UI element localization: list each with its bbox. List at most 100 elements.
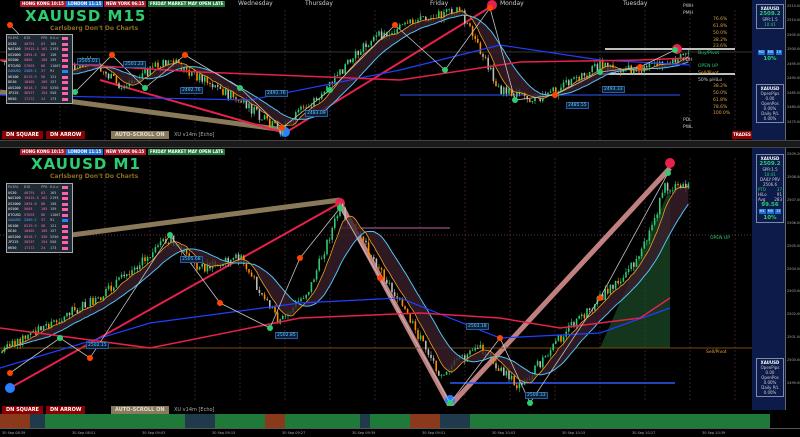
candle [635,258,638,267]
candle [336,215,339,219]
axis-tick: 2500.00 [787,47,800,52]
info-pct: 10% [763,215,777,221]
candle [380,268,383,270]
tf-m1-button[interactable]: M1 [757,50,766,55]
candle [341,69,344,74]
table-cell: 17172 [24,245,35,250]
table-row[interactable]: NAS100 19415.5 162 2193 [8,47,71,53]
hilo-value: 91 [776,192,782,197]
candle [211,84,214,88]
time-tick: 30 Sep 09:39 [352,431,376,435]
candle [256,107,258,110]
table-row[interactable]: DE40 18402 105 157 [8,229,71,235]
candle [94,297,97,305]
table-row[interactable]: UK100 8219.9 58 121 [8,224,71,230]
candle [508,370,510,380]
table-row[interactable]: HK50 17172 24 173 [8,97,71,103]
candle [622,277,625,282]
candle [542,357,544,368]
open-pips-label: OpenPips [760,91,780,96]
trades-button[interactable]: TRADES [732,131,752,139]
candle [115,75,118,84]
version-label: XU v14m [Echo] [174,407,215,413]
table-row[interactable]: US30 40791 63 165 [8,191,71,197]
dn-square-button[interactable]: DN SQUARE [2,406,43,414]
table-row[interactable]: US30 40791 63 165 [8,42,71,48]
table-row[interactable]: JP225 36537 154 550 [8,240,71,246]
tf-15-button[interactable]: 15 [775,50,783,55]
dn-arrow-button[interactable]: DN ARROW [46,406,86,414]
autoscroll-button[interactable]: AUTO-SCROLL ON [111,131,169,139]
session-london: LONDON 11:15 [66,1,104,7]
table-row[interactable]: XAUUSD 2509.2 37 91 [8,69,71,75]
time-tick: 30 Sep 09:15 [212,431,236,435]
candle [352,58,354,63]
candle [633,69,635,73]
candle [399,24,401,29]
status-swatch [62,42,68,46]
tf-15-button[interactable]: 15 [775,209,782,214]
table-row[interactable]: AUS200 8018.7 350 5250 [8,235,71,241]
candle [674,183,677,191]
histogram-bar [285,414,360,428]
candle [100,297,102,301]
daily-pl-label: Daily P/L [761,385,779,390]
m1-chart[interactable]: HONG KONG 10:15 LONDON 11:15 NEW YORK 06… [0,148,752,406]
axis-tick: 2502.00 [787,312,800,317]
swing-dot [7,22,13,28]
candle [362,43,365,52]
tf-m5-button[interactable]: M5 [766,50,774,55]
table-row[interactable]: BTCUSD 57693 86 11067 [8,213,71,219]
table-cell: 58 [41,74,46,79]
axis-tick: 2509.20 [787,152,800,156]
candle [594,64,596,66]
candle [214,85,216,88]
table-row[interactable]: AUS200 8018.7 350 5250 [8,86,71,92]
dn-square-button[interactable]: DN SQUARE [2,131,43,139]
candle [29,332,32,335]
swing-dot [665,170,671,176]
candle [375,35,378,37]
candle [172,60,175,65]
candle [601,61,604,69]
table-cell: 86 [41,63,46,68]
ma-fast-line [1,14,689,121]
candle [183,66,185,71]
dn-arrow-button[interactable]: DN ARROW [46,131,86,139]
time-axis[interactable]: 30 Sep 08:39 30 Sep 08:51 30 Sep 09:03 30 S… [0,428,800,437]
tf-m5-button[interactable]: M5 [766,209,774,214]
tf-m1-button[interactable]: M1 [758,209,766,214]
price-axis-m15[interactable]: 2515.00 2510.00 2505.00 2500.00 2495.00 2490.… [785,0,800,140]
table-row[interactable]: BTCUSD 57693 86 11067 [8,64,71,70]
table-row[interactable]: HK50 17172 24 173 [8,246,71,252]
table-row[interactable]: NAS100 19415.5 162 2193 [8,196,71,202]
candle [646,240,648,242]
table-row[interactable]: US2000 2094.8 88 158 [8,53,71,59]
table-row[interactable]: JP225 36537 154 550 [8,91,71,97]
table-row[interactable]: UK100 8219.9 58 121 [8,75,71,81]
fib-label: 61.8% [713,24,728,30]
table-row[interactable]: XAUUSD 2509.2 37 91 [8,218,71,224]
candle [474,348,476,351]
candle [235,254,237,259]
candle [477,38,479,43]
candle [217,85,219,87]
candle [503,367,505,376]
table-cell: 11067 [50,63,61,68]
table-row[interactable]: US500 5605 105 159 [8,207,71,213]
candle [110,285,112,291]
candle [497,368,500,371]
price-axis-m1[interactable]: 2509.20 2508.00 2507.00 2506.00 2505.00 2504.… [785,148,800,410]
fib-label: 78.6% [713,104,728,110]
table-row[interactable]: US500 5605 105 159 [8,58,71,64]
chart-title: XAUUSD M1 [31,155,141,173]
panel-separator[interactable] [0,140,800,148]
fib-label: PDL [683,117,692,123]
table-row[interactable]: DE40 18402 105 157 [8,80,71,86]
zigzag-line [9,7,676,129]
table-row[interactable]: US2000 2094.8 88 158 [8,202,71,208]
m15-chart[interactable]: HONG KONG 10:15 LONDON 11:15 NEW YORK 06… [0,0,752,140]
autoscroll-button[interactable]: AUTO-SCROLL ON [111,406,169,414]
table-cell: BTCUSD [8,63,21,68]
candle [393,292,396,297]
